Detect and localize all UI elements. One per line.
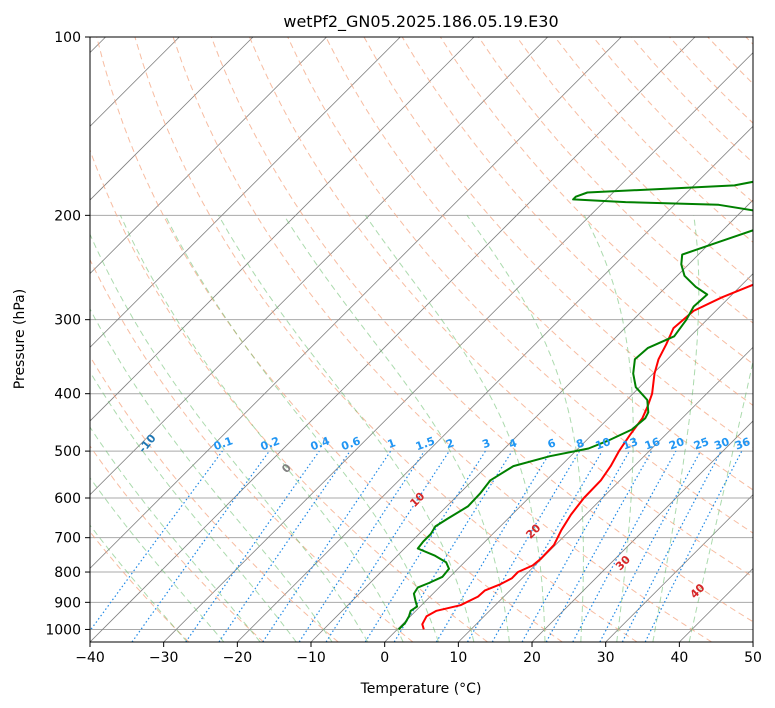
moist-adiabat-line — [218, 215, 475, 642]
mixing-ratio-label: 1 — [386, 436, 398, 451]
isotherm-line — [163, 52, 753, 642]
x-tick-label: −10 — [296, 650, 326, 666]
mixing-ratio-line — [545, 450, 653, 642]
background-lines — [90, 37, 753, 642]
mixing-ratio-label: 16 — [643, 435, 662, 453]
moist-adiabat-line — [90, 233, 369, 642]
mixing-ratio-label: 10 — [594, 435, 613, 453]
mixing-ratio-label: 8 — [574, 436, 586, 451]
x-tick-label: −30 — [149, 650, 179, 666]
mixing-ratio-label: 0.2 — [259, 434, 282, 453]
mixing-ratio-label: 36 — [733, 435, 752, 453]
moist-adiabat-line — [164, 215, 439, 642]
isotherm-line — [90, 37, 696, 642]
mixing-ratio-line — [521, 450, 631, 642]
mixing-ratio-label: 0.6 — [340, 434, 363, 453]
isotherm-line — [90, 37, 254, 201]
isotherm-line — [90, 37, 622, 569]
label-layer: 0.10.20.40.611.52346810131620253036-100-… — [136, 432, 752, 602]
x-tick-label: −40 — [75, 650, 105, 666]
mixing-ratio-line — [90, 450, 223, 632]
dry-adiabat-line — [134, 37, 638, 642]
mixing-ratio-label: 1.5 — [414, 434, 437, 453]
x-axis-label: Temperature (°C) — [360, 681, 482, 697]
chart-title: wetPf2_GN05.2025.186.05.19.E30 — [283, 12, 558, 32]
x-tick-label: 50 — [744, 650, 762, 666]
dry-adiabat-line — [249, 37, 753, 578]
mixing-ratio-label: 2 — [444, 436, 456, 451]
isotherm-line — [90, 37, 327, 275]
moist-adiabat-line — [364, 215, 546, 642]
mixing-ratio-label: 6 — [546, 436, 558, 451]
mixing-ratio-line — [298, 450, 425, 642]
isotherm-line — [310, 199, 753, 642]
y-tick-label: 400 — [54, 387, 81, 403]
isotherm-line — [384, 273, 753, 642]
mixing-ratio-label: 25 — [692, 435, 711, 452]
mixing-ratio-label: 13 — [621, 435, 640, 452]
mixing-ratio-label: 30 — [712, 435, 731, 453]
moist-adiabat-line — [583, 215, 634, 642]
isotherm-line — [90, 37, 475, 422]
y-tick-label: 700 — [54, 531, 81, 547]
x-tick-label: 0 — [380, 650, 389, 666]
moist-adiabat-line — [652, 215, 700, 642]
mixing-ratio-line — [572, 450, 677, 642]
dry-adiabat-line — [210, 37, 753, 623]
dewpoint-profile-line — [397, 180, 753, 631]
isotherm-line — [237, 125, 753, 642]
isotherm-line — [458, 346, 753, 642]
mixing-ratio-label: 0.4 — [309, 434, 332, 453]
temperature-profile-line — [421, 283, 753, 630]
mixing-ratio-line — [185, 450, 320, 642]
y-tick-label: 300 — [54, 313, 81, 329]
moist-adiabat-line — [90, 370, 297, 642]
moist-adiabat-line — [466, 215, 584, 642]
mixing-ratio-line — [131, 450, 270, 642]
mixing-ratio-label: 20 — [667, 435, 686, 453]
x-tick-label: 40 — [670, 650, 688, 666]
isotherm-line — [605, 494, 753, 642]
mixing-ratio-label: 3 — [480, 436, 492, 451]
y-tick-label: 900 — [54, 595, 81, 611]
y-tick-label: 100 — [54, 30, 81, 46]
dry-adiabat-line — [96, 37, 563, 642]
y-tick-label: 500 — [54, 444, 81, 460]
x-tick-label: 20 — [523, 650, 541, 666]
dry-adiabat-line — [325, 37, 753, 491]
mixing-ratio-line — [325, 450, 450, 642]
isotherm-line — [531, 420, 753, 642]
moist-adiabat-line — [283, 215, 510, 642]
x-tick-label: −20 — [223, 650, 253, 666]
y-tick-label: 200 — [54, 208, 81, 224]
x-tick-label: 30 — [597, 650, 615, 666]
mixing-ratio-line — [644, 450, 743, 642]
y-tick-label: 1000 — [45, 622, 81, 638]
moist-adiabat-line — [90, 308, 333, 642]
y-tick-label: 600 — [54, 491, 81, 507]
mixing-ratio-line — [218, 450, 351, 642]
dry-adiabat-line — [287, 37, 753, 534]
mixing-ratio-line — [262, 450, 392, 642]
isotherm-line — [90, 37, 548, 496]
dry-adiabat-line — [172, 37, 712, 642]
mixing-ratio-label: 4 — [507, 436, 519, 451]
mixing-ratio-line — [393, 450, 513, 642]
y-axis-label: Pressure (hPa) — [12, 289, 28, 389]
dry-adiabat-line — [90, 445, 264, 642]
y-tick-label: 800 — [54, 565, 81, 581]
moist-adiabat-line — [90, 476, 225, 642]
dry-adiabat-line — [90, 355, 339, 642]
plot-frame — [89, 36, 754, 643]
moist-adiabat-line — [119, 215, 404, 642]
mixing-ratio-label: 0.1 — [212, 434, 235, 453]
dry-adiabat-line — [90, 258, 414, 642]
moist-adiabat-line — [90, 426, 261, 642]
series-layer — [397, 180, 753, 631]
dry-adiabat-line — [516, 37, 753, 284]
x-tick-label: 10 — [449, 650, 467, 666]
axis-ticks: −40 −30 −20 −10 0 10 20 30 40 5010020030040050060… — [45, 30, 762, 666]
